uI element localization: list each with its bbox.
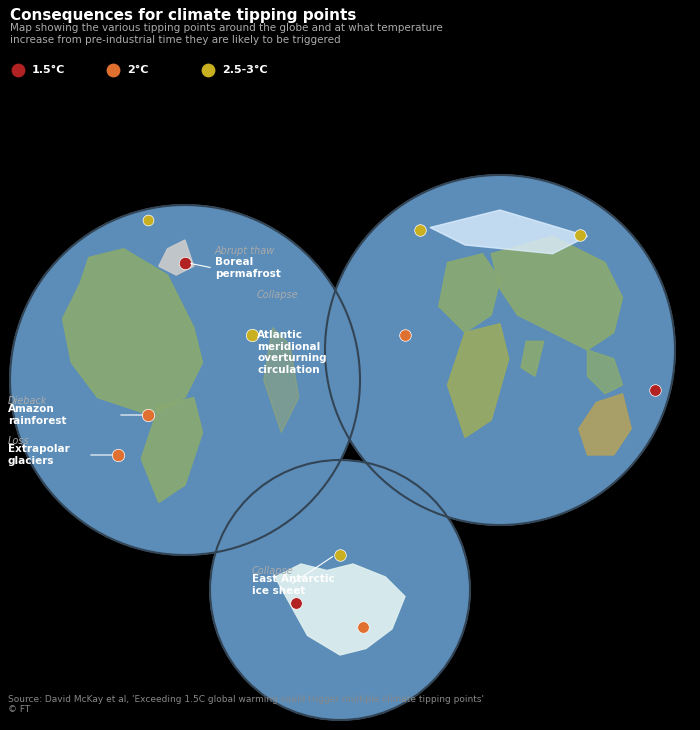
Polygon shape	[491, 237, 622, 350]
Text: Collapse: Collapse	[252, 566, 293, 576]
Point	[575, 229, 586, 241]
Point	[179, 257, 190, 269]
Polygon shape	[430, 210, 587, 254]
Point	[246, 329, 258, 341]
Text: Consequences for climate tipping points: Consequences for climate tipping points	[10, 8, 356, 23]
Point	[290, 597, 302, 609]
Text: Atlantic
meridional
overturning
circulation: Atlantic meridional overturning circulat…	[257, 330, 327, 374]
Point	[13, 64, 24, 76]
Circle shape	[10, 205, 360, 555]
Polygon shape	[439, 254, 500, 332]
Text: Loss: Loss	[8, 436, 29, 446]
Point	[142, 409, 153, 420]
Text: Amazon
rainforest: Amazon rainforest	[8, 404, 66, 426]
Text: 2.5-3°C: 2.5-3°C	[222, 65, 267, 75]
Point	[400, 329, 411, 341]
Point	[358, 621, 369, 633]
Polygon shape	[587, 350, 622, 393]
Polygon shape	[275, 564, 405, 655]
Text: Abrupt thaw: Abrupt thaw	[215, 246, 275, 256]
Point	[414, 224, 426, 236]
Text: Boreal
permafrost: Boreal permafrost	[215, 257, 281, 279]
Text: 1.5°C: 1.5°C	[32, 65, 65, 75]
Text: Source: David McKay et al, 'Exceeding 1.5C global warming could trigger multiple: Source: David McKay et al, 'Exceeding 1.…	[8, 695, 484, 715]
Text: Extrapolar
glaciers: Extrapolar glaciers	[8, 444, 70, 466]
Text: Map showing the various tipping points around the globe and at what temperature
: Map showing the various tipping points a…	[10, 23, 442, 45]
Point	[202, 64, 214, 76]
Circle shape	[210, 460, 470, 720]
Polygon shape	[579, 393, 631, 455]
Point	[650, 384, 661, 396]
Text: 2°C: 2°C	[127, 65, 148, 75]
Polygon shape	[264, 328, 299, 432]
Polygon shape	[62, 249, 202, 415]
Polygon shape	[447, 323, 509, 437]
Polygon shape	[521, 341, 544, 376]
Point	[142, 214, 153, 226]
Text: East Antarctic
ice sheet: East Antarctic ice sheet	[252, 575, 335, 596]
Polygon shape	[159, 240, 194, 275]
Circle shape	[325, 175, 675, 525]
Polygon shape	[141, 398, 202, 502]
Point	[335, 549, 346, 561]
Text: Dieback: Dieback	[8, 396, 48, 406]
Text: Collapse: Collapse	[257, 290, 299, 300]
Point	[113, 449, 124, 461]
Point	[107, 64, 118, 76]
